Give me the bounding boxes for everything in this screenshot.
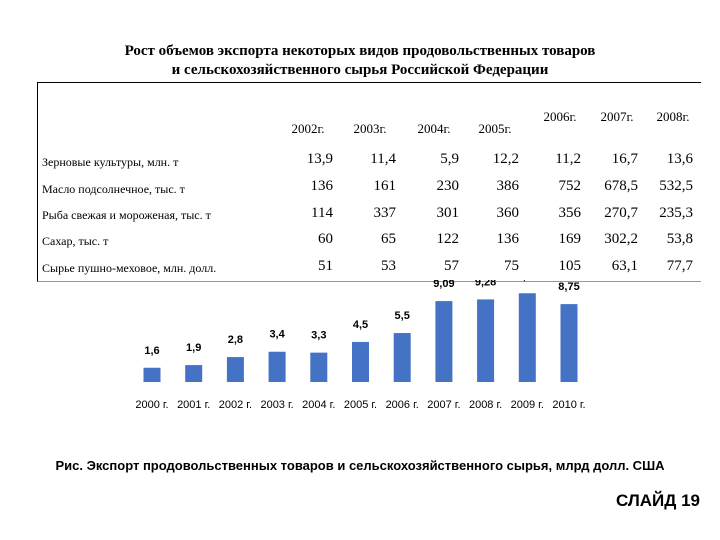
bar: [518, 293, 536, 382]
table-cell: 230: [436, 178, 460, 194]
table-cell: 122: [436, 231, 460, 247]
x-tick-label: 2008 г.: [469, 399, 502, 411]
table-cell: 235,3: [659, 205, 693, 221]
x-tick-label: 2001 г.: [177, 399, 210, 411]
bar: [352, 341, 369, 382]
table-cell: 356: [558, 205, 582, 221]
row-label: Сахар, тыс. т: [42, 234, 109, 248]
table-cell: 12,2: [492, 151, 519, 167]
table-cell: 57: [444, 258, 459, 274]
table-cell: 60: [318, 231, 333, 247]
bar: [185, 365, 203, 382]
bar-value-label: 9,09: [433, 280, 454, 290]
year-header: 2003г.: [353, 121, 387, 136]
table-cell: 51: [318, 258, 333, 274]
bar-value-label: 9,28: [475, 280, 496, 288]
bar: [143, 367, 161, 382]
table-cell: 161: [373, 178, 397, 194]
bar-value-label: 3,3: [311, 330, 326, 342]
x-tick-label: 2009 г.: [511, 399, 544, 411]
table-cell: 678,5: [604, 178, 638, 194]
year-header: 2002г.: [291, 121, 325, 136]
bar-value-label: 1,6: [144, 345, 159, 357]
bar-value-label: 3,4: [269, 329, 285, 341]
year-header: 2008г.: [656, 109, 690, 124]
bar-value-label: 9,97: [517, 280, 538, 282]
title-line-2: и сельскохозяйственного сырья Российской…: [171, 62, 549, 78]
table-cell: 301: [436, 205, 460, 221]
x-tick-label: 2006 г.: [386, 399, 419, 411]
table-cell: 360: [496, 205, 520, 221]
data-table-frame: [37, 82, 701, 282]
bar-value-label: 2,8: [228, 334, 243, 346]
table-cell: 13,6: [666, 151, 693, 167]
bar: [560, 304, 578, 382]
bar-chart: 1,6 2000 г. 1,9 2001 г. 2,8 2002 г. 3,4 2003 г.…: [135, 280, 585, 411]
table-cell: 114: [311, 205, 333, 221]
bar: [310, 352, 328, 382]
year-header: 2006г.: [543, 109, 577, 124]
bar-value-label: 8,75: [558, 281, 579, 293]
table-cell: 16,7: [611, 151, 638, 167]
chart-title: Рост объемов экспорта некоторых видов пр…: [0, 42, 720, 80]
table-cell: 11,4: [370, 151, 396, 167]
table-cell: 337: [373, 205, 397, 221]
row-label: Рыба свежая и мороженая, тыс. т: [42, 208, 211, 222]
x-tick-label: 2003 г.: [260, 399, 293, 411]
row-label: Сырье пушно-меховое, млн. долл.: [42, 261, 217, 275]
table-cell: 63,1: [611, 258, 638, 274]
bar-value-label: 5,5: [395, 310, 410, 322]
title-line-1: Рост объемов экспорта некоторых видов пр…: [124, 43, 596, 59]
row-label: Масло подсолнечное, тыс. т: [42, 182, 185, 196]
year-header: 2004г.: [417, 121, 451, 136]
table-cell: 5,9: [440, 151, 459, 167]
table-cell: 13,9: [306, 151, 333, 167]
row-label: Зерновые культуры, млн. т: [42, 155, 179, 169]
figure-caption: Рис. Экспорт продовольственных товаров и…: [55, 458, 665, 473]
bar: [435, 301, 453, 382]
bar: [268, 351, 286, 382]
year-header: 2005г.: [478, 121, 512, 136]
bar: [477, 299, 495, 382]
table-cell: 53: [381, 258, 396, 274]
bar: [226, 357, 244, 382]
table-cell: 270,7: [604, 205, 638, 221]
x-tick-label: 2000 г.: [135, 399, 168, 411]
table-cell: 386: [496, 178, 520, 194]
table-cell: 75: [504, 258, 519, 274]
table-cell: 105: [558, 258, 582, 274]
x-tick-label: 2004 г.: [302, 399, 335, 411]
table-cell: 532,5: [659, 178, 693, 194]
table-cell: 169: [558, 231, 582, 247]
bar-value-label: 4,5: [353, 319, 368, 331]
table-cell: 752: [558, 178, 582, 194]
table-cell: 77,7: [666, 258, 693, 274]
table-cell: 65: [381, 231, 396, 247]
table-cell: 136: [496, 231, 520, 247]
x-tick-label: 2010 г.: [552, 399, 585, 411]
slide-number: СЛАЙД 19: [615, 491, 700, 510]
table-cell: 53,8: [666, 231, 693, 247]
table-cell: 136: [310, 178, 334, 194]
x-tick-label: 2005 г.: [344, 399, 377, 411]
bar: [393, 333, 411, 382]
table-cell: 302,2: [604, 231, 638, 247]
x-tick-label: 2002 г.: [219, 399, 252, 411]
table-cell: 11,2: [555, 151, 581, 167]
bar-value-label: 1,9: [186, 342, 201, 354]
year-header: 2007г.: [600, 109, 634, 124]
x-tick-label: 2007 г.: [427, 399, 460, 411]
